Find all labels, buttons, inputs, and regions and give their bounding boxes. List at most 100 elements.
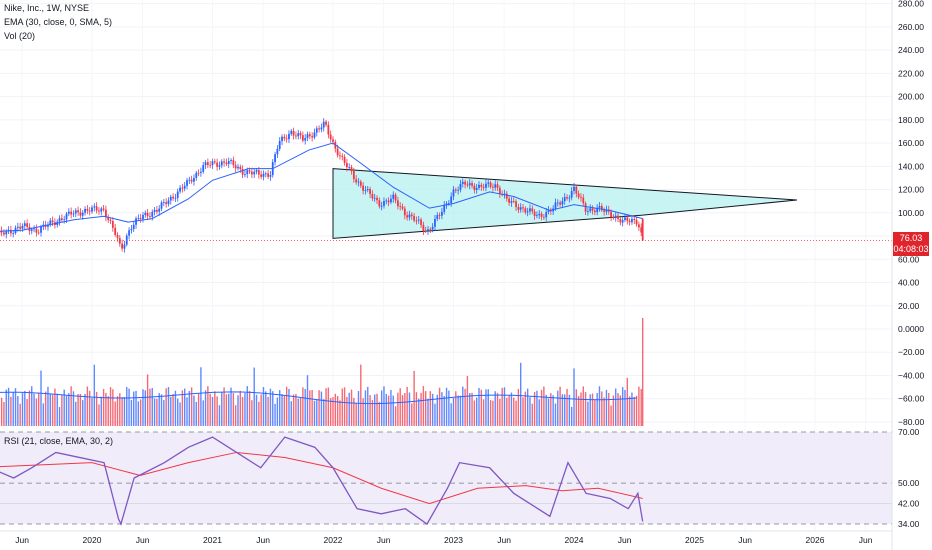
candle bbox=[234, 165, 237, 169]
volume-bar bbox=[295, 393, 297, 426]
volume-bar bbox=[218, 405, 221, 426]
volume-bar bbox=[156, 398, 158, 426]
volume-bar bbox=[72, 391, 75, 426]
volume-bar bbox=[253, 367, 255, 426]
candles bbox=[0, 118, 644, 253]
volume-bar bbox=[246, 386, 248, 426]
volume-bar bbox=[485, 389, 487, 426]
candle bbox=[79, 212, 82, 216]
volume-bar bbox=[570, 406, 573, 426]
candle bbox=[468, 183, 471, 186]
candle bbox=[105, 209, 107, 218]
rsi-grid bbox=[0, 431, 892, 525]
candle bbox=[640, 227, 643, 233]
candle bbox=[318, 128, 320, 130]
candle bbox=[142, 214, 144, 220]
candle bbox=[450, 196, 453, 204]
candle bbox=[441, 211, 443, 216]
candle bbox=[587, 211, 589, 213]
candle bbox=[496, 184, 499, 188]
candle bbox=[417, 219, 420, 221]
price-tick-label: −40.00 bbox=[898, 370, 925, 380]
volume-bar bbox=[272, 391, 274, 426]
volume-bar bbox=[135, 390, 137, 426]
volume-bar bbox=[353, 397, 355, 426]
volume-bar bbox=[44, 391, 47, 426]
volume-bar bbox=[427, 398, 429, 426]
time-axis[interactable]: Jun 2020 Jun 2021 Jun 2022 Jun 2023 Jun 2024 Jun 20… bbox=[15, 535, 872, 545]
volume-bar bbox=[14, 388, 17, 426]
volume-bar bbox=[577, 396, 580, 426]
candle bbox=[301, 135, 304, 141]
volume-bar bbox=[589, 394, 591, 426]
time-tick-label: 2026 bbox=[806, 535, 825, 545]
candle bbox=[72, 213, 75, 215]
volume-bar bbox=[146, 374, 149, 426]
volume-bar bbox=[128, 388, 130, 426]
volume-bar bbox=[38, 392, 40, 426]
volume-bar bbox=[306, 375, 309, 426]
candle bbox=[23, 223, 26, 227]
rsi-axis[interactable]: 70.00 50.00 42.00 34.00 bbox=[898, 427, 920, 529]
candle bbox=[211, 161, 214, 166]
price-tick-label: 280.00 bbox=[898, 0, 924, 9]
candle bbox=[369, 189, 371, 195]
volume-bar bbox=[610, 405, 612, 426]
volume-bar bbox=[587, 401, 589, 426]
candle bbox=[445, 203, 448, 205]
volume-bar bbox=[464, 388, 466, 426]
candle bbox=[580, 197, 582, 199]
candle bbox=[35, 228, 38, 233]
volume-bar bbox=[452, 398, 455, 426]
candle bbox=[596, 207, 599, 213]
candle bbox=[635, 219, 638, 225]
candle bbox=[573, 186, 575, 191]
volume-bar bbox=[615, 388, 617, 426]
price-axis[interactable]: 280.00 260.00 240.00 220.00 200.00 180.00 160.… bbox=[898, 0, 925, 427]
price-tick-label: −80.00 bbox=[898, 417, 925, 427]
volume-bar bbox=[612, 395, 615, 426]
candle bbox=[598, 205, 601, 208]
candle bbox=[401, 206, 404, 209]
candle bbox=[422, 225, 425, 231]
volume-bar bbox=[466, 376, 469, 426]
candle bbox=[109, 219, 112, 221]
candle bbox=[329, 134, 332, 140]
volume-bar bbox=[399, 388, 401, 426]
symbol-legend[interactable]: Nike, Inc., 1W, NYSE bbox=[4, 3, 90, 13]
volume-bar bbox=[3, 401, 5, 426]
candle bbox=[614, 215, 617, 218]
volume-bar bbox=[390, 390, 392, 426]
volume-bar bbox=[153, 398, 156, 426]
volume-bar bbox=[404, 393, 406, 426]
candle bbox=[547, 209, 550, 212]
candle bbox=[248, 170, 251, 172]
ema-legend[interactable]: EMA (30, close, 0, SMA, 5) bbox=[4, 17, 113, 27]
candle bbox=[350, 167, 353, 171]
volume-bar bbox=[24, 390, 26, 426]
candle bbox=[591, 208, 594, 211]
volume-bar bbox=[601, 391, 603, 426]
candle bbox=[40, 226, 42, 233]
candle bbox=[533, 211, 536, 216]
candle bbox=[232, 160, 235, 166]
candle bbox=[93, 206, 96, 208]
volume-bar bbox=[320, 391, 323, 426]
candle bbox=[267, 173, 270, 177]
volume-bar bbox=[225, 394, 228, 426]
vol-legend[interactable]: Vol (20) bbox=[4, 31, 36, 41]
candle bbox=[376, 197, 378, 201]
volume-bar bbox=[223, 387, 225, 426]
candle bbox=[617, 215, 619, 219]
price-tick-label: 180.00 bbox=[898, 115, 924, 125]
volume-bar bbox=[533, 391, 536, 426]
volume-bar bbox=[621, 387, 624, 426]
volume-bar bbox=[121, 397, 123, 426]
volume-bar bbox=[508, 395, 510, 426]
candle bbox=[570, 190, 573, 198]
candle bbox=[77, 210, 79, 213]
volume-bar bbox=[503, 387, 506, 426]
candle bbox=[179, 187, 181, 192]
rsi-legend[interactable]: RSI (21, close, EMA, 30, 2) bbox=[4, 436, 114, 446]
